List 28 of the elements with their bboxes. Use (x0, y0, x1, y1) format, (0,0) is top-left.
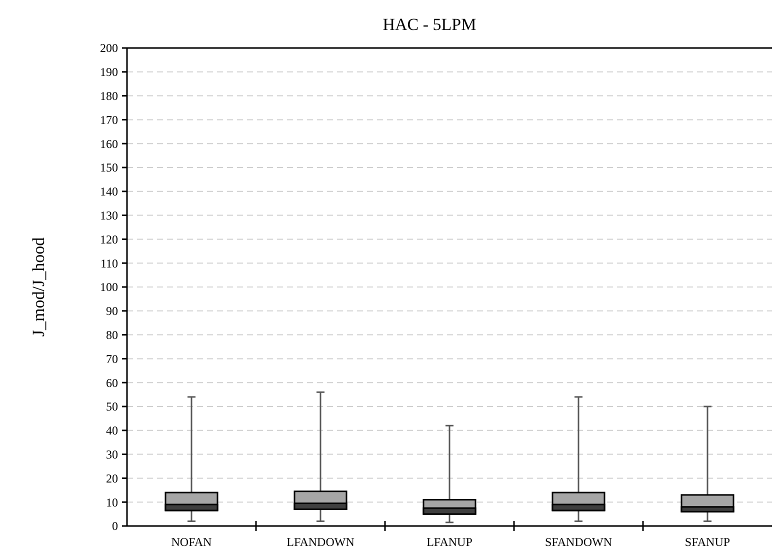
y-tick-label: 170 (100, 112, 118, 127)
x-tick-label: LFANDOWN (286, 535, 355, 549)
x-tick-label: NOFAN (171, 535, 212, 549)
y-axis-title: J_mod/J_hood (29, 236, 48, 337)
y-tick-label: 110 (100, 256, 118, 270)
y-tick-label: 50 (106, 400, 118, 414)
y-tick-label: 80 (106, 328, 118, 342)
y-tick-label: 160 (100, 136, 118, 151)
y-tick-label: 190 (100, 65, 118, 80)
x-tick-label: SFANUP (684, 535, 730, 549)
y-tick-label: 30 (106, 448, 118, 462)
y-tick-label: 140 (100, 184, 118, 199)
y-tick-label: 180 (100, 89, 118, 103)
y-tick-label: 200 (100, 41, 118, 56)
y-tick-label: 40 (106, 424, 118, 438)
y-tick-label: 0 (112, 519, 118, 534)
y-tick-label: 10 (106, 495, 118, 510)
y-tick-label: 20 (106, 471, 118, 486)
y-tick-label: 60 (106, 376, 118, 390)
y-tick-label: 120 (100, 232, 118, 246)
chart-title: HAC - 5LPM (382, 15, 476, 34)
y-tick-label: 100 (100, 280, 118, 294)
y-tick-label: 130 (100, 208, 118, 222)
x-tick-label: LFANUP (426, 535, 473, 549)
y-tick-label: 70 (106, 352, 118, 366)
y-tick-label: 150 (100, 160, 118, 175)
y-tick-label: 90 (106, 304, 118, 318)
x-tick-label: SFANDOWN (544, 535, 612, 549)
